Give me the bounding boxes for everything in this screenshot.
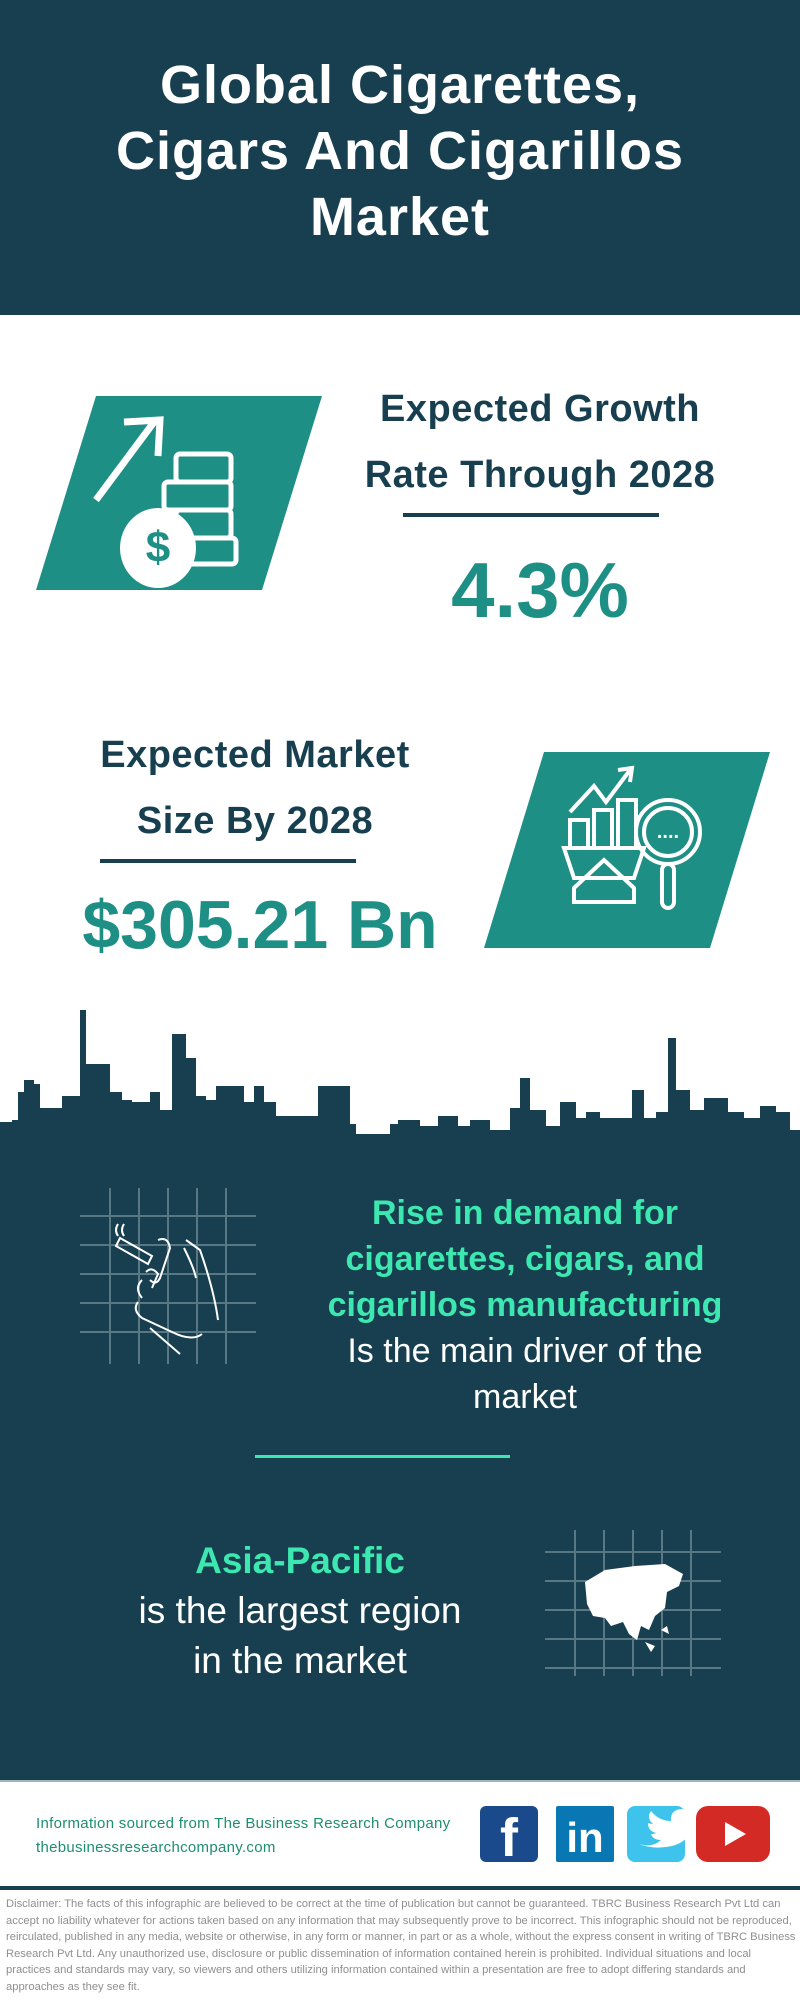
region-line: in the market xyxy=(193,1640,407,1681)
header-banner xyxy=(0,0,800,315)
driver-text: Rise in demand for cigarettes, cigars, a… xyxy=(305,1190,745,1420)
linkedin-icon[interactable]: in xyxy=(556,1806,614,1862)
driver-line: market xyxy=(473,1378,577,1416)
region-highlight: Asia-Pacific xyxy=(195,1540,405,1581)
heading-line: Size By 2028 xyxy=(136,800,374,842)
website-link[interactable]: thebusinessresearchcompany.com xyxy=(36,1839,276,1856)
title-line: Market xyxy=(309,187,491,247)
region-text: Asia-Pacific is the largest region in th… xyxy=(80,1536,520,1686)
heading-line: Expected Market xyxy=(100,734,410,776)
footer-border xyxy=(0,1780,800,1782)
svg-text:in: in xyxy=(566,1814,603,1861)
driver-line: Is the main driver of the xyxy=(347,1332,703,1370)
heading-line: Rate Through 2028 xyxy=(364,454,716,496)
title-line: Global Cigarettes, xyxy=(159,55,641,115)
svg-text:$: $ xyxy=(146,523,170,572)
divider xyxy=(255,1455,510,1458)
growth-heading: Expected Growth Rate Through 2028 xyxy=(340,376,740,508)
growth-value: 4.3% xyxy=(451,546,629,634)
twitter-icon[interactable] xyxy=(627,1806,698,1862)
driver-highlight: cigarillos manufacturing xyxy=(327,1286,723,1324)
driver-highlight: Rise in demand for xyxy=(371,1194,679,1232)
market-analysis-icon: .... xyxy=(484,752,770,948)
driver-highlight: cigarettes, cigars, and xyxy=(345,1240,705,1278)
footer-divider xyxy=(0,1886,800,1890)
market-size-value: $305.21 Bn xyxy=(82,887,438,963)
page-title: Global Cigarettes, Cigars And Cigarillos… xyxy=(0,52,800,250)
source-info: Information sourced from The Business Re… xyxy=(36,1812,450,1860)
money-growth-icon: $ xyxy=(36,396,322,590)
facebook-icon[interactable]: f xyxy=(480,1806,538,1868)
disclaimer: Disclaimer: The facts of this infographi… xyxy=(6,1898,796,1993)
youtube-icon[interactable] xyxy=(696,1806,770,1862)
city-skyline xyxy=(0,1010,800,1160)
source-text: Information sourced from The Business Re… xyxy=(36,1815,451,1832)
svg-text:f: f xyxy=(500,1808,519,1862)
market-size-heading: Expected Market Size By 2028 xyxy=(55,722,455,854)
title-line: Cigars And Cigarillos xyxy=(115,121,685,181)
divider xyxy=(403,513,659,517)
asia-map-icon xyxy=(545,1530,721,1676)
svg-text:....: .... xyxy=(657,821,679,843)
divider xyxy=(100,859,356,863)
hand-cigarette-icon xyxy=(80,1188,256,1364)
region-line: is the largest region xyxy=(138,1590,462,1631)
heading-line: Expected Growth xyxy=(380,388,700,430)
